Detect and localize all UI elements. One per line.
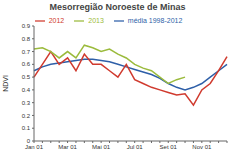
- html-text:2012: 2012: [48, 16, 65, 24]
- html-text:2013: 2013: [88, 16, 104, 24]
- svg-text:0.8: 0.8: [22, 36, 31, 42]
- svg-text:Mai 01: Mai 01: [92, 144, 111, 150]
- svg-text:0: 0: [27, 138, 31, 144]
- svg-text:Mar 01: Mar 01: [58, 144, 77, 150]
- svg-text:Nov 01: Nov 01: [192, 144, 212, 150]
- svg-text:0.1: 0.1: [22, 125, 31, 131]
- html-text:média 1998-2012: média 1998-2012: [127, 16, 183, 24]
- svg-text:0.7: 0.7: [22, 49, 31, 55]
- svg-text:0.3: 0.3: [22, 100, 31, 106]
- svg-text:Jul 01: Jul 01: [127, 144, 144, 150]
- svg-text:0.9: 0.9: [22, 23, 31, 29]
- html-text:Mesorregião Noroeste de Minas: Mesorregião Noroeste de Minas: [49, 2, 186, 12]
- svg-text:0.6: 0.6: [22, 61, 31, 67]
- svg-text:0.4: 0.4: [22, 87, 31, 93]
- svg-text:0.2: 0.2: [22, 113, 31, 119]
- svg-text:0.5: 0.5: [22, 74, 31, 80]
- svg-text:NDVI: NDVI: [8, 75, 9, 92]
- svg-text:Jan 01: Jan 01: [25, 144, 44, 150]
- svg-text:Set 01: Set 01: [160, 144, 178, 150]
